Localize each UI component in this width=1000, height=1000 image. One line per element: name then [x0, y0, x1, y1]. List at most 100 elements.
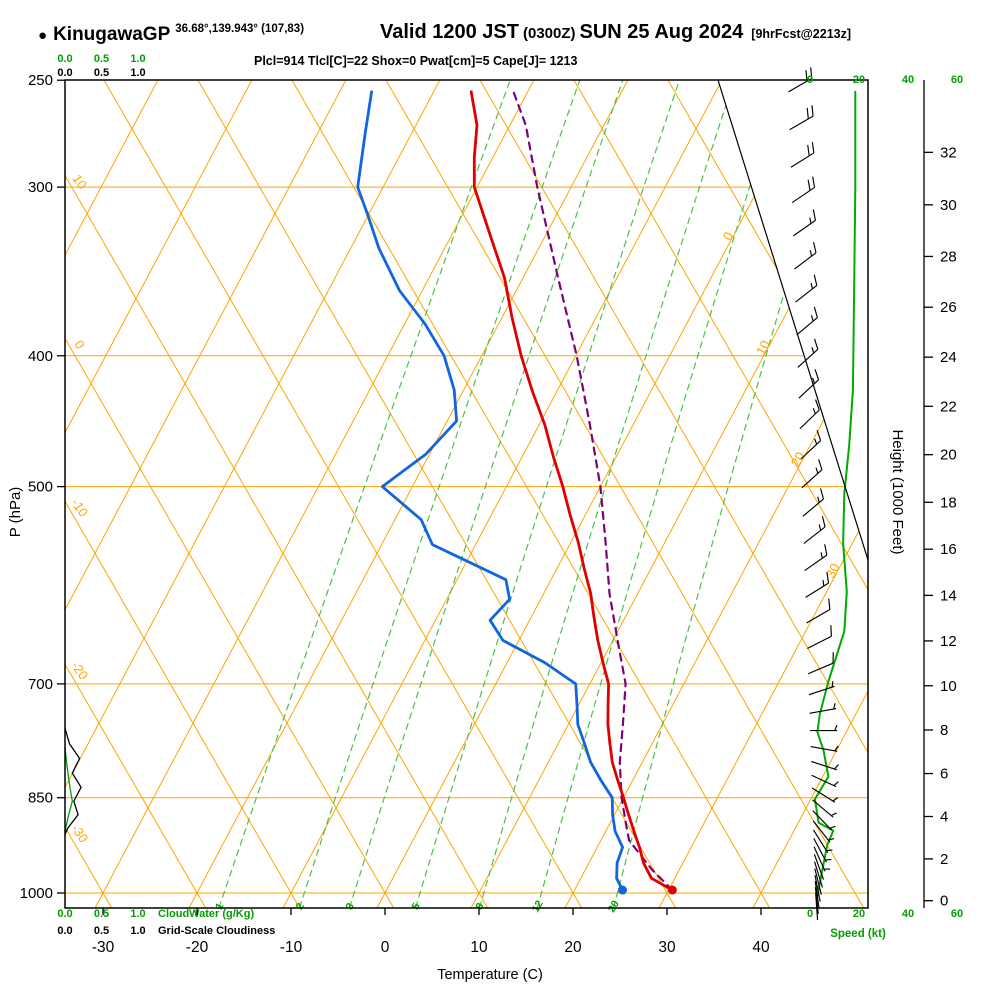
svg-text:850: 850 — [28, 790, 53, 807]
svg-text:20: 20 — [564, 939, 582, 956]
svg-text:10: 10 — [470, 939, 488, 956]
station-bullet-icon: ● — [38, 27, 48, 44]
svg-text:0: 0 — [940, 893, 948, 910]
svg-text:0: 0 — [720, 229, 737, 242]
dry-adiabat-lines — [65, 80, 868, 908]
svg-text:10: 10 — [753, 338, 773, 358]
temperature-curve — [469, 90, 674, 892]
svg-text:500: 500 — [28, 479, 53, 496]
temperature-axis-title: Temperature (C) — [437, 967, 543, 983]
svg-text:20: 20 — [853, 908, 865, 920]
svg-text:20: 20 — [788, 449, 808, 469]
svg-text:0.0: 0.0 — [57, 53, 72, 65]
svg-text:-30: -30 — [92, 939, 115, 956]
svg-text:0.5: 0.5 — [94, 67, 109, 79]
grid-cut-line — [717, 79, 869, 561]
svg-text:32: 32 — [940, 144, 957, 161]
cloudiness-scale-title: Grid-Scale Cloudiness — [158, 925, 275, 937]
svg-text:2: 2 — [294, 901, 307, 912]
svg-text:60: 60 — [951, 908, 963, 920]
svg-text:5: 5 — [409, 901, 422, 912]
svg-text:12: 12 — [940, 633, 957, 650]
svg-text:400: 400 — [28, 348, 53, 365]
temperature-axis: -30 -20 -10 0 10 20 30 40 — [92, 908, 770, 956]
svg-text:0: 0 — [807, 74, 813, 86]
surface-dewpoint-dot — [617, 885, 627, 895]
valid-zulu: (0300Z) — [522, 25, 576, 42]
cloudiness-curve — [65, 727, 82, 836]
svg-text:28: 28 — [940, 248, 957, 265]
svg-text:4: 4 — [940, 809, 948, 826]
svg-text:20: 20 — [853, 74, 865, 86]
svg-text:16: 16 — [940, 541, 957, 558]
svg-text:-10: -10 — [280, 939, 303, 956]
svg-text:24: 24 — [940, 349, 957, 366]
svg-text:0.0: 0.0 — [57, 67, 72, 79]
svg-text:0.5: 0.5 — [94, 908, 109, 920]
svg-text:0: 0 — [381, 939, 390, 956]
svg-text:3: 3 — [343, 901, 356, 912]
svg-text:10: 10 — [940, 678, 957, 695]
svg-text:40: 40 — [902, 74, 914, 86]
surface-temperature-dot — [667, 885, 677, 895]
svg-text:300: 300 — [28, 179, 53, 196]
height-axis-title: Height (1000 Feet) — [889, 429, 906, 554]
svg-text:2: 2 — [940, 851, 948, 868]
svg-text:8: 8 — [940, 722, 948, 739]
skewt-grid — [65, 80, 868, 908]
svg-text:30: 30 — [658, 939, 676, 956]
isotherm-labels: 0 10 20 30 — [720, 229, 843, 580]
svg-text:22: 22 — [940, 398, 957, 415]
mixing-ratio-lines — [218, 80, 849, 908]
svg-text:40: 40 — [902, 908, 914, 920]
station-name: KinugawaGP — [53, 24, 171, 45]
svg-text:1.0: 1.0 — [130, 53, 145, 65]
svg-text:-30: -30 — [68, 821, 91, 845]
svg-text:14: 14 — [940, 587, 957, 604]
speed-scale-title: Speed (kt) — [830, 928, 886, 940]
wind-speed-curve — [813, 90, 857, 897]
svg-text:6: 6 — [940, 766, 948, 783]
station-title: ● KinugawaGP 36.68°,139.943° (107,83) — [38, 23, 305, 46]
svg-text:18: 18 — [940, 494, 957, 511]
svg-text:30: 30 — [823, 561, 843, 581]
svg-text:250: 250 — [28, 72, 53, 89]
svg-text:60: 60 — [951, 74, 963, 86]
mixing-ratio-labels: 1 2 3 5 8 12 20 — [213, 898, 622, 914]
valid-label: Valid 1200 JST — [380, 21, 519, 43]
svg-text:-10: -10 — [68, 496, 91, 520]
pressure-axis: 250 300 400 500 700 850 1000 — [20, 72, 65, 902]
svg-text:1.0: 1.0 — [130, 908, 145, 920]
svg-text:1000: 1000 — [20, 885, 53, 902]
svg-text:1.0: 1.0 — [130, 67, 145, 79]
svg-text:1.0: 1.0 — [130, 925, 145, 937]
svg-text:-20: -20 — [68, 658, 91, 682]
plot-border — [64, 79, 869, 909]
station-coords: 36.68°,139.943° (107,83) — [175, 23, 305, 35]
svg-text:0: 0 — [807, 908, 813, 920]
sounding-parameters: Plcl=914 Tlcl[C]=22 Shox=0 Pwat[cm]=5 Ca… — [254, 54, 578, 68]
valid-date: SUN 25 Aug 2024 — [579, 21, 744, 43]
svg-text:1: 1 — [213, 901, 226, 912]
svg-text:700: 700 — [28, 676, 53, 693]
cloudwater-curve — [65, 746, 73, 836]
svg-text:20: 20 — [606, 898, 622, 914]
svg-text:26: 26 — [940, 299, 957, 316]
svg-text:0.5: 0.5 — [94, 925, 109, 937]
svg-text:0.5: 0.5 — [94, 53, 109, 65]
svg-text:20: 20 — [940, 447, 957, 464]
pressure-axis-title: P (hPa) — [7, 487, 24, 538]
svg-text:0.0: 0.0 — [57, 925, 72, 937]
cloudwater-scale-title: CloudWater (g/Kg) — [158, 908, 254, 920]
isobar-lines — [65, 186, 868, 894]
fraction-scales: 0.0 0.0 0.0 0.0 0.5 0.5 0.5 0.5 1.0 1.0 1.0 1.0 — [57, 53, 145, 937]
dewpoint-curve — [356, 90, 624, 892]
svg-text:8: 8 — [473, 901, 486, 912]
parcel-curve — [512, 90, 674, 892]
svg-text:40: 40 — [752, 939, 770, 956]
svg-text:0: 0 — [71, 337, 87, 352]
